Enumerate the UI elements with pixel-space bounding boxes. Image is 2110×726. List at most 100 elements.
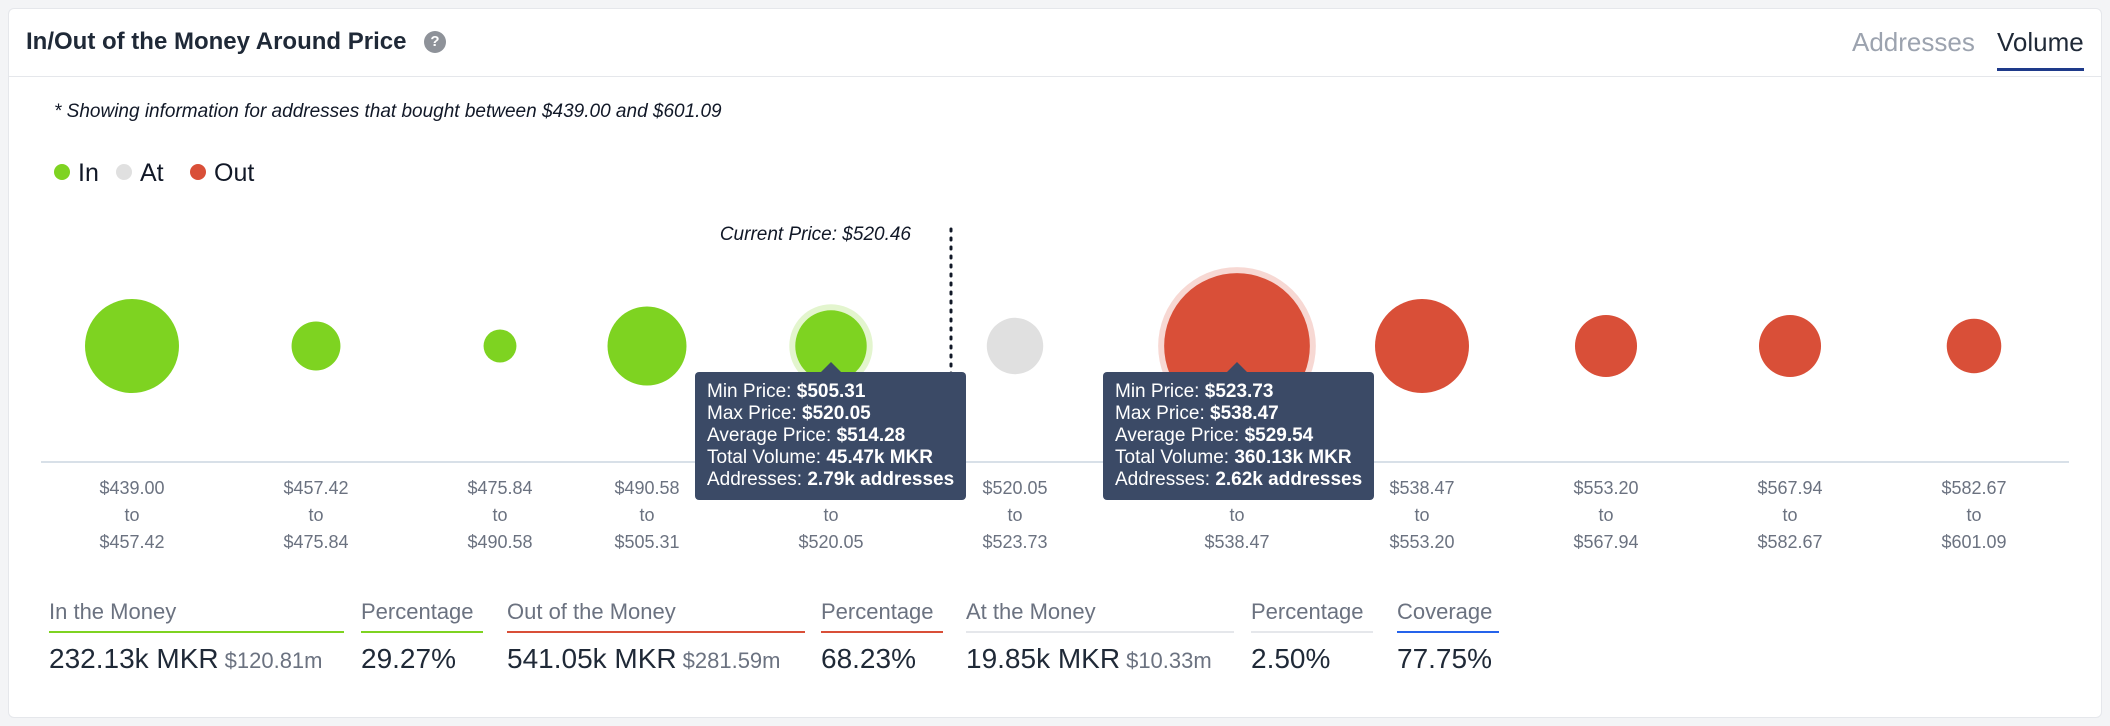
tooltip-row: Total Volume: 45.47k MKR — [707, 447, 954, 469]
bubble-out[interactable] — [1574, 314, 1638, 378]
stat-label: Out of the Money — [507, 599, 805, 633]
tooltip-arrow — [821, 362, 841, 372]
bubble-in[interactable] — [795, 310, 867, 382]
stat-value: 77.75% — [1397, 643, 1492, 674]
tick-label: to — [1966, 505, 1981, 525]
tick-label: to — [1229, 505, 1244, 525]
tick-label: $457.42 — [99, 532, 164, 552]
stat-at-the-money: At the Money 19.85k MKR $10.33m — [966, 599, 1234, 675]
tick-label: $582.67 — [1941, 478, 2006, 498]
tooltip-row-value: $514.28 — [836, 425, 906, 446]
stat-value-main: 19.85k MKR — [966, 643, 1121, 674]
tooltip-row-label: Min Price: — [1115, 381, 1205, 402]
card-title: In/Out of the Money Around Price — [26, 28, 407, 55]
tooltip-row-value: $529.54 — [1244, 425, 1314, 446]
tick-label: to — [308, 505, 323, 525]
tab-volume[interactable]: Volume — [1997, 27, 2084, 71]
tooltip-row-value: 2.79k addresses — [807, 469, 955, 490]
tooltip-row-label: Min Price: — [707, 381, 797, 402]
tick-label: to — [1782, 505, 1797, 525]
stat-label: At the Money — [966, 599, 1234, 633]
iomap-card: In/Out of the Money Around Price ? Addre… — [8, 8, 2102, 718]
tick-label: $490.58 — [467, 532, 532, 552]
bubble-at[interactable] — [986, 317, 1044, 375]
bubble-in[interactable] — [85, 299, 179, 393]
tooltip-row-label: Max Price: — [707, 403, 803, 424]
tooltip-row-label: Total Volume: — [707, 447, 827, 468]
stat-at-percentage: Percentage 2.50% — [1251, 599, 1373, 675]
question-circle-icon[interactable]: ? — [424, 31, 446, 53]
tick-label: $490.58 — [614, 478, 679, 498]
legend-dot-in — [54, 164, 70, 181]
tooltip-row-label: Addresses: — [1115, 469, 1216, 490]
bubble-in[interactable] — [291, 321, 341, 371]
card-header: In/Out of the Money Around Price ? Addre… — [9, 9, 2101, 77]
bubble-chart: Current Price: $520.46 $439.00 to $457.42 $4… — [41, 224, 2069, 552]
legend-item-in[interactable]: In — [54, 159, 99, 188]
tab-addresses[interactable]: Addresses — [1852, 27, 1975, 57]
tooltip-row: Min Price: $523.73 — [1115, 381, 1362, 403]
stat-in-the-money: In the Money 232.13k MKR $120.81m — [49, 599, 344, 675]
tick-label: $567.94 — [1573, 532, 1638, 552]
legend-dot-out — [190, 164, 206, 181]
range-note: * Showing information for addresses that… — [54, 101, 722, 122]
tick-label: $520.05 — [982, 478, 1047, 498]
stat-value-main: 541.05k MKR — [507, 643, 677, 674]
tick-label: $538.47 — [1204, 532, 1269, 552]
tooltip-row: Addresses: 2.79k addresses — [707, 469, 954, 491]
stat-value-sub: $10.33m — [1126, 648, 1212, 673]
tooltip-row-value: $520.05 — [802, 403, 871, 424]
tooltip-row: Addresses: 2.62k addresses — [1115, 469, 1362, 491]
tick-label: to — [1598, 505, 1613, 525]
tooltip-row-label: Average Price: — [707, 425, 837, 446]
stat-value: 19.85k MKR $10.33m — [966, 643, 1234, 675]
bubble-out[interactable] — [1375, 299, 1469, 393]
tooltip-row-value: 2.62k addresses — [1215, 469, 1363, 490]
tooltip-row-label: Max Price: — [1115, 403, 1211, 424]
tooltip-row-value: 360.13k MKR — [1234, 447, 1352, 468]
bubble-out[interactable] — [1946, 318, 2002, 374]
tick-label: $538.47 — [1389, 478, 1454, 498]
tooltip-row-label: Addresses: — [707, 469, 808, 490]
tick-label: $553.20 — [1389, 532, 1454, 552]
current-price-label: Current Price: $520.46 — [720, 224, 912, 245]
bubble-in[interactable] — [607, 306, 687, 386]
tick-label: to — [492, 505, 507, 525]
stat-in-percentage: Percentage 29.27% — [361, 599, 483, 675]
tooltip-row-value: $538.47 — [1210, 403, 1279, 424]
bucket-tooltip: Min Price: $505.31 Max Price: $520.05 Aver… — [695, 362, 967, 500]
bubble-out[interactable] — [1758, 314, 1822, 378]
tick-label: $505.31 — [614, 532, 679, 552]
stat-label: Percentage — [821, 599, 943, 633]
tooltip-row: Max Price: $520.05 — [707, 403, 954, 425]
legend-item-at[interactable]: At — [116, 159, 164, 188]
legend-dot-at — [116, 164, 132, 181]
legend-label-in: In — [78, 159, 99, 187]
tooltip-row: Max Price: $538.47 — [1115, 403, 1362, 425]
tick-label: $475.84 — [467, 478, 532, 498]
tooltip-row-label: Total Volume: — [1115, 447, 1235, 468]
tick-label: $567.94 — [1757, 478, 1822, 498]
tick-label: $553.20 — [1573, 478, 1638, 498]
stat-out-of-the-money: Out of the Money 541.05k MKR $281.59m — [507, 599, 805, 675]
tick-label: to — [1007, 505, 1022, 525]
stat-label: In the Money — [49, 599, 344, 633]
tooltip-row: Total Volume: 360.13k MKR — [1115, 447, 1362, 469]
bubble-in[interactable] — [483, 329, 517, 363]
tick-label: $439.00 — [99, 478, 164, 498]
legend-label-out: Out — [214, 159, 255, 187]
tooltip-row-value: $523.73 — [1204, 381, 1274, 402]
legend-label-at: At — [140, 159, 164, 187]
bucket-tooltip: Min Price: $523.73 Max Price: $538.47 Aver… — [1103, 362, 1375, 500]
tooltip-row: Average Price: $514.28 — [707, 425, 954, 447]
tick-label: $523.73 — [982, 532, 1047, 552]
stat-coverage: Coverage 77.75% — [1397, 599, 1499, 675]
stat-value-main: 232.13k MKR — [49, 643, 219, 674]
stat-label: Coverage — [1397, 599, 1499, 633]
stat-value-sub: $120.81m — [224, 648, 323, 673]
stat-value: 2.50% — [1251, 643, 1331, 674]
stat-value: 232.13k MKR $120.81m — [49, 643, 344, 675]
legend-item-out[interactable]: Out — [190, 159, 254, 188]
stat-out-percentage: Percentage 68.23% — [821, 599, 943, 675]
tick-label: to — [1414, 505, 1429, 525]
